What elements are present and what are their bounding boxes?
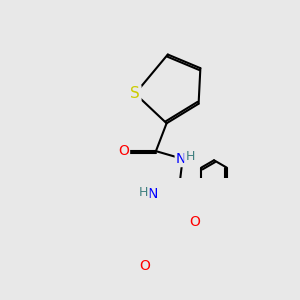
Text: O: O [118, 144, 129, 158]
Text: O: O [189, 215, 200, 229]
Text: O: O [140, 260, 150, 274]
Text: N: N [147, 188, 158, 201]
Text: S: S [130, 86, 140, 101]
Text: N: N [176, 152, 186, 166]
Text: H: H [185, 150, 195, 163]
Text: H: H [139, 186, 148, 199]
